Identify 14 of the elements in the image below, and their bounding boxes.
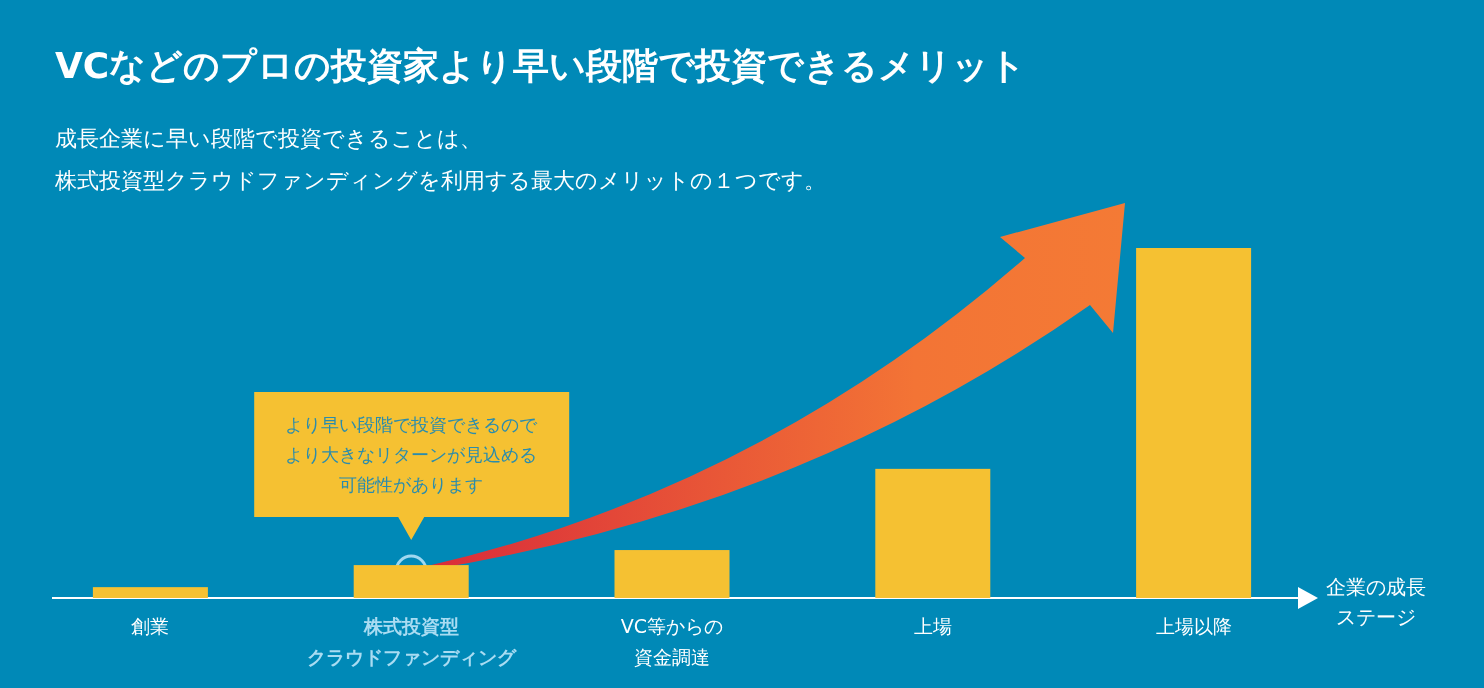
x-tick-label: 株式投資型クラウドファンディング	[306, 615, 517, 668]
x-tick-label: 上場	[913, 615, 952, 637]
bar	[92, 587, 208, 598]
x-tick-label: VC等からの資金調達	[620, 615, 724, 668]
chart-title: VCなどのプロの投資家より早い段階で投資できるメリット	[55, 45, 1027, 86]
bar	[353, 565, 469, 598]
bar	[1136, 248, 1252, 598]
x-axis-title: 企業の成長ステージ	[1326, 575, 1426, 629]
annotation: より早い段階で投資できるのでより大きなリターンが見込める可能性があります	[285, 414, 539, 495]
bar	[614, 550, 730, 598]
chart-subtitle: 成長企業に早い段階で投資できることは、株式投資型クラウドファンディングを利用する最大のメリットの１つです。	[54, 126, 826, 193]
x-tick-label: 上場以降	[1155, 615, 1232, 637]
x-tick-label: 創業	[131, 615, 170, 637]
bar	[875, 468, 991, 598]
